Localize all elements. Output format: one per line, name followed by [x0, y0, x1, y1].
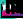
FancyBboxPatch shape — [2, 4, 3, 5]
Text: Express: Express — [13, 0, 23, 18]
Text: GlobalData.: GlobalData. — [15, 0, 23, 19]
Text: Total Canada Exports: Total Canada Exports — [4, 0, 23, 19]
FancyBboxPatch shape — [2, 3, 3, 4]
FancyBboxPatch shape — [12, 3, 13, 4]
FancyBboxPatch shape — [12, 4, 13, 5]
Text: Oil Sands + HCO Production: Oil Sands + HCO Production — [13, 0, 23, 19]
Text: Hardisty Mainline Expansion: Hardisty Mainline Expansion — [13, 0, 23, 17]
Text: Trans Mountain Expansion Project: Trans Mountain Expansion Project — [3, 0, 23, 17]
Text: Keystone XL Project: Keystone XL Project — [13, 0, 23, 17]
Text: Trans Mountain System: Trans Mountain System — [3, 0, 23, 18]
Text: Enbridge Line 3 Replacement: Enbridge Line 3 Replacement — [3, 0, 23, 17]
FancyBboxPatch shape — [12, 3, 13, 4]
Text: Source: Upstream & Midstream Analytics, GlobalData Oil & Gas and NEB: Source: Upstream & Midstream Analytics, … — [1, 0, 23, 19]
FancyBboxPatch shape — [2, 3, 3, 4]
Text: Oil sands growth vs pipeline
capacity, 2012–2025: Oil sands growth vs pipeline capacity, 2… — [1, 0, 23, 19]
Text: Keystone System: Keystone System — [3, 0, 23, 18]
Text: HCO Exports: HCO Exports — [4, 0, 23, 19]
Text: Enbridge System: Enbridge System — [13, 0, 23, 18]
